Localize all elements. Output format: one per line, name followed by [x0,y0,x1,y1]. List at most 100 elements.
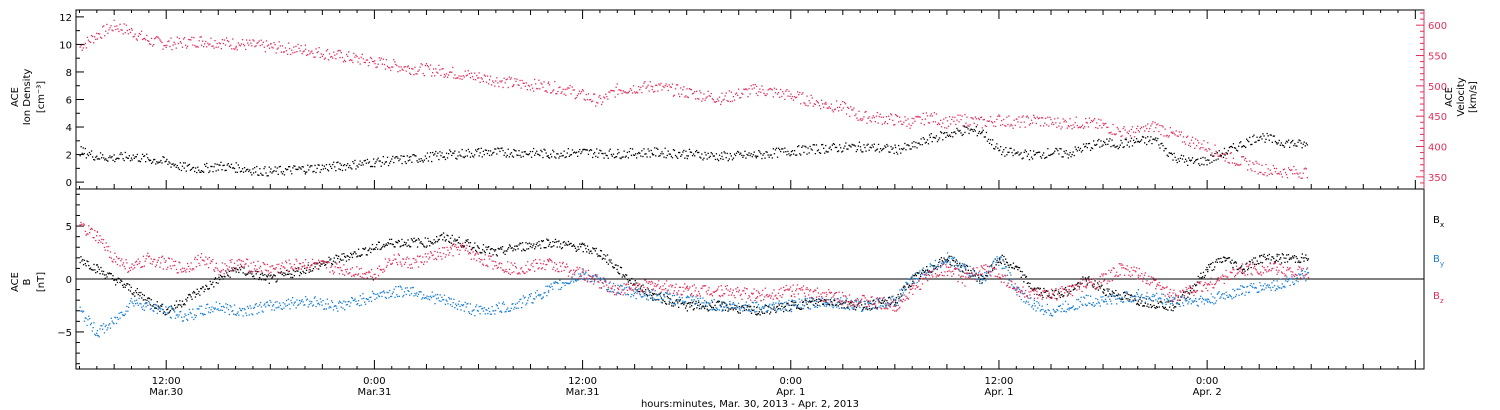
by-series-point [313,297,315,299]
by-series-point [599,279,601,281]
density-series-point [104,159,106,161]
velocity-series-point [773,87,776,89]
density-series-point [507,148,509,150]
by-series-point [249,305,251,307]
density-series-point [313,170,315,172]
bx-series-point [320,263,322,265]
velocity-series-point [985,125,988,128]
velocity-series-point [1227,161,1229,164]
density-series-point [793,150,796,152]
by-series-point [514,306,516,308]
velocity-y-tick-label: 600 [1428,21,1447,32]
by-series-point [737,306,739,309]
velocity-series-point [537,88,539,90]
by-series-point [207,311,210,313]
bx-series-point [559,246,561,248]
bx-series-point [277,278,279,280]
velocity-series-point [775,88,778,90]
density-series-point [967,128,969,130]
bx-series-point [1303,260,1305,262]
bx-series-point [884,299,886,301]
bx-series-point [1280,262,1283,264]
density-series-point [415,155,417,157]
density-series-point [659,155,661,157]
velocity-series-point [547,82,549,85]
bx-series-point [90,269,92,271]
density-series-point [359,160,361,162]
by-series-point [717,300,720,302]
velocity-series-point [156,35,158,38]
velocity-series-point [470,72,473,74]
bx-series-point [679,298,681,301]
velocity-series-point [1211,152,1213,154]
velocity-series-point [497,82,499,84]
velocity-series-point [357,61,359,63]
density-series-point [235,162,237,164]
density-series-point [949,134,951,136]
bx-series-point [523,249,525,251]
bx-series-point [474,242,476,244]
bx-series-point [1141,300,1143,302]
by-series-point [213,307,215,309]
by-series-point [198,308,200,310]
bx-series-point [1159,301,1161,303]
density-series-point [166,158,168,161]
density-series-point [655,155,657,157]
density-series-point [809,145,811,148]
density-series-point [1219,155,1221,157]
bx-series-point [1085,278,1087,280]
velocity-series-point [414,66,416,68]
density-series-point [1203,164,1205,166]
bx-series-point [521,250,523,252]
density-series-point [1176,161,1178,164]
density-series-point [373,158,375,160]
density-series-point [222,164,224,167]
velocity-series-point [1285,174,1288,176]
velocity-series-point [1253,163,1255,165]
bx-series-point [877,299,879,301]
velocity-series-point [394,61,396,63]
by-series-point [94,333,96,335]
velocity-series-point [1042,117,1044,119]
bx-series-point [583,243,585,245]
bx-series-point [804,299,806,301]
velocity-series-point [485,81,488,83]
by-series-point [471,310,473,312]
density-series-point [706,158,708,160]
velocity-series-point [542,86,544,88]
bx-series-point [331,263,334,266]
velocity-series-point [584,99,586,101]
density-series-point [548,157,551,159]
velocity-series-point [1181,141,1184,143]
by-series-point [494,313,496,315]
velocity-series-point [511,85,514,88]
bx-series-point [723,301,725,303]
by-series-point [107,327,109,329]
velocity-series-point [476,74,478,77]
bx-series-point [577,246,579,248]
density-series-point [208,171,210,174]
bx-series-point [318,261,321,263]
density-series-point [411,161,413,163]
bx-series-point [653,293,655,295]
velocity-series-point [462,75,464,77]
bx-series-point [1210,263,1212,265]
density-series-point [83,152,85,155]
bx-series-point [617,271,619,273]
velocity-series-point [1165,135,1167,137]
bx-series-point [491,248,493,250]
bx-series-point [868,307,871,310]
bx-series-point [692,309,694,311]
density-series-point [110,157,112,159]
density-series-point [1264,141,1266,143]
density-series-point [1140,139,1143,141]
velocity-series-point [82,47,84,49]
bx-series-point [588,252,590,254]
bx-series-point [1224,260,1226,262]
density-series-point [672,149,675,151]
density-series-point [1027,153,1030,155]
density-series-point [582,148,584,151]
bx-series-point [992,269,994,271]
bx-series-point [396,241,398,244]
by-series-point [678,296,681,298]
